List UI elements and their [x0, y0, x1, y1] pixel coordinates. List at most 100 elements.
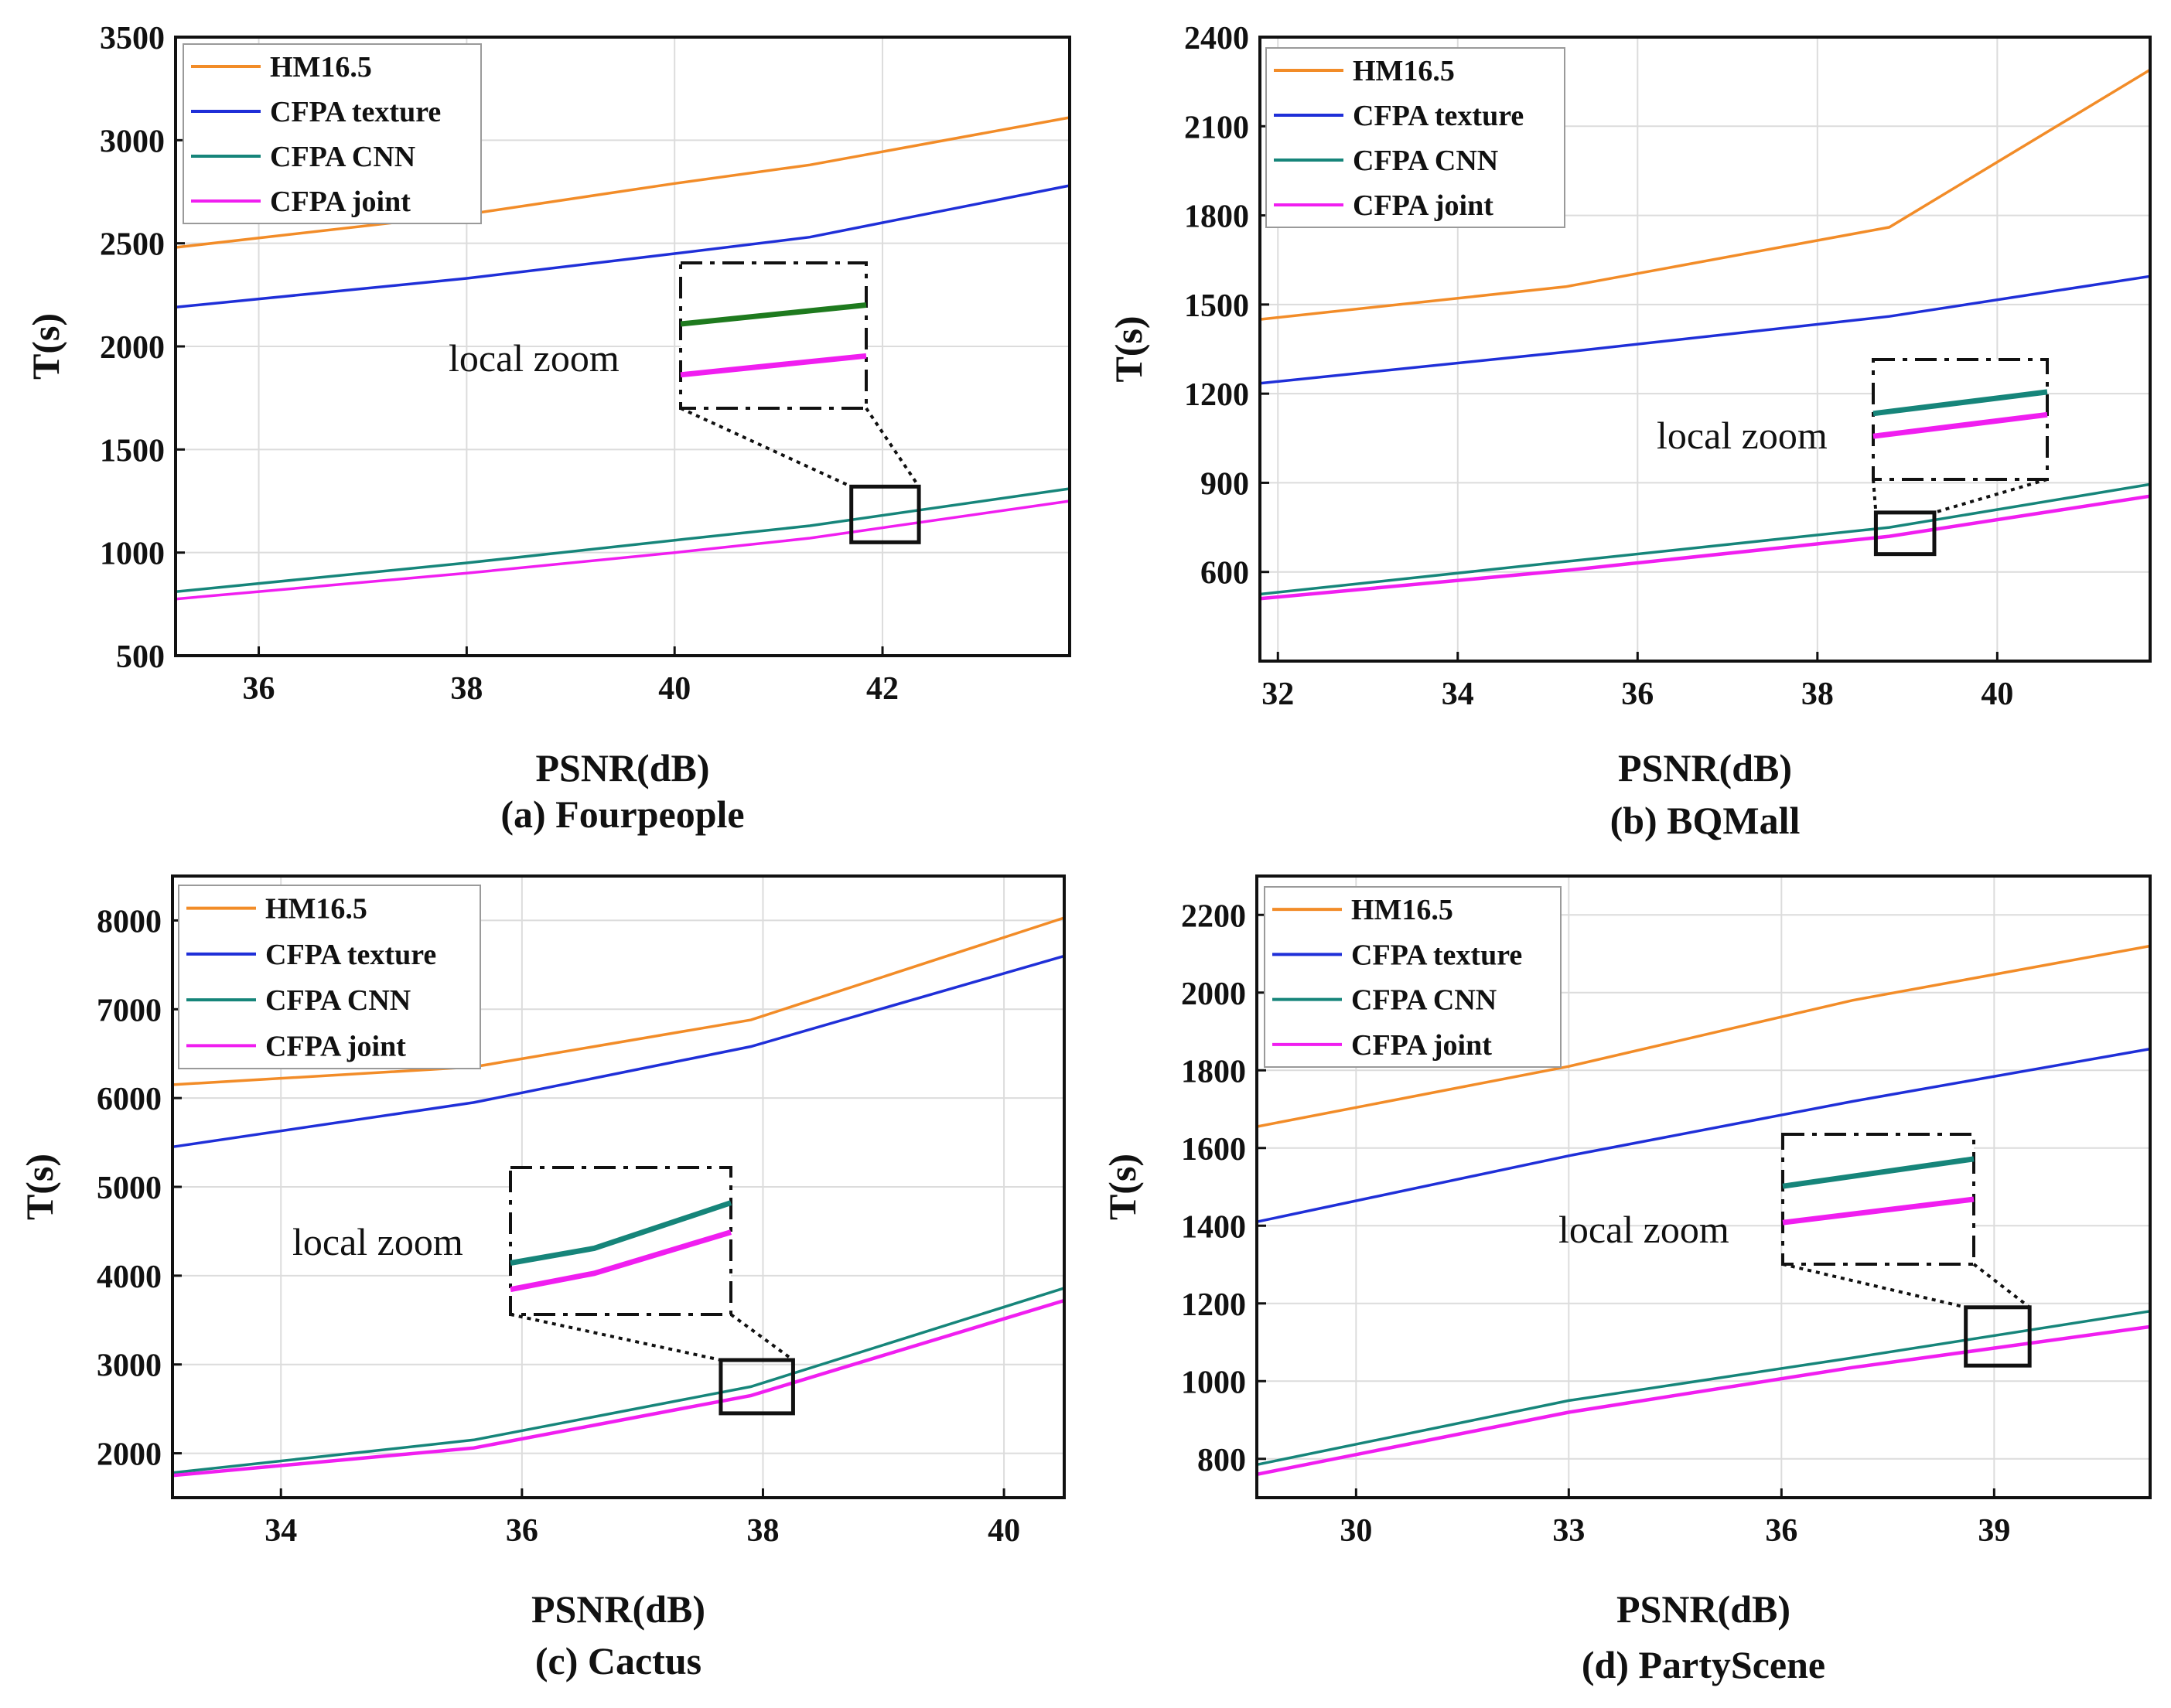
- y-tick-label: 800: [1197, 1443, 1246, 1478]
- series-line-cfpa-texture: [1259, 274, 2151, 385]
- legend-label: CFPA texture: [270, 96, 441, 128]
- x-tick-label: 30: [1340, 1513, 1372, 1549]
- y-tick-label: 1500: [1184, 288, 1249, 324]
- zoom-connector: [729, 1313, 794, 1362]
- legend-label: CFPA joint: [265, 1030, 406, 1062]
- x-tick-label: 42: [866, 671, 899, 707]
- x-axis-label: PSNR(dB): [1618, 746, 1792, 789]
- zoom-target-box: [719, 1358, 795, 1416]
- legend-label: CFPA texture: [1351, 939, 1522, 971]
- series-line-cfpa-joint: [175, 499, 1070, 601]
- y-tick-label: 1500: [100, 433, 165, 469]
- zoom-inset-line: [510, 1200, 732, 1266]
- series-line-cfpa-texture: [1256, 1047, 2151, 1223]
- y-tick-label: 2000: [100, 330, 165, 366]
- y-tick-label: 5000: [97, 1171, 162, 1206]
- panel-caption: (d) PartyScene: [1582, 1643, 1825, 1686]
- y-tick-label: 6000: [97, 1082, 162, 1117]
- legend-label: HM16.5: [270, 51, 372, 84]
- series-line-hm16-5: [172, 916, 1065, 1086]
- y-tick-label: 2000: [97, 1437, 162, 1473]
- legend-label: CFPA texture: [265, 939, 436, 971]
- x-tick-label: 36: [1765, 1513, 1797, 1549]
- series-line-cfpa-joint: [1259, 494, 2151, 601]
- zoom-inset-frame: [1781, 1133, 1975, 1266]
- zoom-inset-line: [680, 353, 867, 378]
- y-tick-label: 2100: [1184, 110, 1249, 145]
- y-tick-label: 1800: [1184, 199, 1249, 235]
- series-line-cfpa-cnn: [172, 1287, 1065, 1474]
- legend-label: CFPA texture: [1353, 100, 1524, 132]
- local-zoom-label: local zoom: [449, 336, 620, 380]
- x-tick-label: 40: [988, 1513, 1020, 1549]
- panel-caption: (c) Cactus: [535, 1639, 701, 1682]
- local-zoom-label: local zoom: [292, 1220, 463, 1263]
- series-line-hm16-5: [1256, 944, 2151, 1128]
- x-tick-label: 38: [1801, 677, 1834, 712]
- zoom-connector: [680, 407, 852, 489]
- legend-label: CFPA joint: [1351, 1029, 1492, 1062]
- y-tick-label: 1000: [1181, 1365, 1246, 1400]
- legend-box: [1265, 47, 1565, 228]
- x-tick-label: 39: [1978, 1513, 2010, 1549]
- legend-label: HM16.5: [1351, 894, 1453, 926]
- chart-panel-1: 36 38 40 42 500 1000 1500 2000 2500 3000 3500 PSNR(…: [24, 21, 1071, 836]
- panel-caption: (b) BQMall: [1610, 799, 1801, 842]
- series-line-cfpa-joint: [1256, 1324, 2151, 1477]
- y-tick-label: 4000: [97, 1260, 162, 1295]
- x-tick-label: 32: [1261, 677, 1294, 712]
- local-zoom-label: local zoom: [1657, 414, 1828, 457]
- x-axis-label: PSNR(dB): [1616, 1587, 1790, 1631]
- zoom-inset-frame: [679, 261, 868, 410]
- legend-label: CFPA CNN: [1353, 145, 1498, 177]
- series-line-cfpa-texture: [175, 184, 1070, 309]
- x-tick-label: 40: [1981, 677, 2013, 712]
- panel-caption: (a) Fourpeople: [500, 793, 744, 836]
- chart-panel-4: 30 33 36 39 800 1000 1200 1400 1600 1800 2000 2200 P…: [1101, 874, 2152, 1686]
- legend-label: CFPA joint: [1353, 189, 1493, 222]
- legend-label: CFPA joint: [270, 186, 411, 218]
- x-tick-label: 34: [1442, 677, 1474, 712]
- legend-box: [178, 885, 481, 1069]
- legend-label: CFPA CNN: [270, 141, 415, 173]
- series-line-cfpa-joint: [172, 1298, 1065, 1478]
- y-tick-label: 1200: [1184, 377, 1249, 413]
- zoom-connector: [1972, 1263, 2031, 1309]
- x-tick-label: 38: [450, 671, 483, 707]
- zoom-connector: [510, 1313, 722, 1362]
- y-axis-label: T(s): [24, 313, 67, 380]
- plot-frame: [1255, 874, 2152, 1499]
- zoom-target-box: [1964, 1305, 2032, 1368]
- y-tick-label: 2200: [1181, 898, 1246, 934]
- x-tick-label: 36: [243, 671, 275, 707]
- series-line-hm16-5: [175, 116, 1070, 249]
- y-tick-label: 2500: [100, 227, 165, 263]
- y-tick-label: 3000: [100, 124, 165, 159]
- legend-label: HM16.5: [1353, 55, 1455, 87]
- zoom-target-box: [1873, 510, 1937, 557]
- y-tick-label: 900: [1200, 466, 1249, 502]
- zoom-target-box: [849, 484, 921, 544]
- zoom-inset-line: [680, 302, 867, 327]
- y-tick-label: 600: [1200, 556, 1249, 591]
- zoom-inset-line: [510, 1229, 732, 1293]
- zoom-connector: [1782, 1263, 1967, 1309]
- chart-panel-2: 32 34 36 38 40 600 900 1200 1500 1800 2100 2400 PSNR…: [1107, 21, 2152, 842]
- chart-panel-3: 34 36 38 40 2000 3000 4000 5000 6000 7000 8000 PSNR…: [18, 874, 1066, 1682]
- x-axis-label: PSNR(dB): [531, 1587, 705, 1631]
- series-line-cfpa-cnn: [175, 487, 1070, 594]
- legend-label: CFPA CNN: [1351, 984, 1497, 1017]
- y-tick-label: 8000: [97, 904, 162, 939]
- zoom-connector: [1934, 478, 2048, 514]
- y-tick-label: 3500: [100, 21, 165, 56]
- y-tick-label: 1200: [1181, 1287, 1246, 1323]
- x-axis-label: PSNR(dB): [535, 746, 709, 789]
- series-line-cfpa-cnn: [1259, 482, 2151, 596]
- series-line-hm16-5: [1259, 68, 2151, 321]
- x-tick-label: 36: [506, 1513, 538, 1549]
- y-tick-label: 7000: [97, 993, 162, 1028]
- legend-label: HM16.5: [265, 893, 367, 926]
- y-axis-label: T(s): [18, 1154, 61, 1220]
- y-tick-label: 2000: [1181, 977, 1246, 1012]
